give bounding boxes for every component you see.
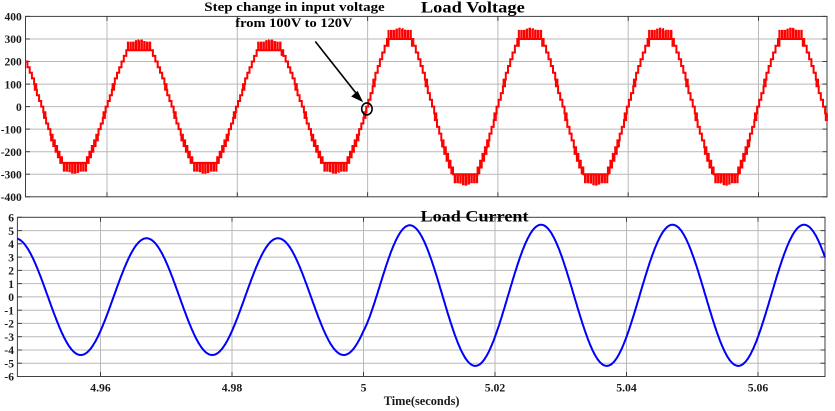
- svg-text:-2: -2: [4, 319, 14, 331]
- svg-text:5.04: 5.04: [616, 382, 637, 395]
- svg-text:4.98: 4.98: [222, 382, 243, 395]
- svg-text:-6: -6: [4, 372, 14, 384]
- svg-text:0: 0: [8, 292, 14, 304]
- svg-text:Load Current: Load Current: [421, 208, 530, 225]
- svg-text:1: 1: [8, 279, 14, 291]
- svg-text:-300: -300: [1, 169, 22, 181]
- svg-text:6: 6: [8, 213, 14, 225]
- svg-text:4.96: 4.96: [90, 382, 111, 395]
- svg-text:300: 300: [5, 34, 23, 46]
- svg-text:-3: -3: [4, 332, 14, 344]
- svg-text:Step change in input voltage: Step change in input voltage: [204, 0, 385, 14]
- svg-text:5: 5: [361, 382, 367, 395]
- svg-text:100: 100: [5, 79, 23, 91]
- svg-text:5.02: 5.02: [485, 382, 506, 395]
- svg-text:-5: -5: [4, 358, 14, 370]
- svg-text:Time(seconds): Time(seconds): [384, 393, 460, 408]
- svg-text:-1: -1: [4, 305, 14, 317]
- svg-text:-100: -100: [1, 124, 22, 136]
- svg-text:200: 200: [5, 57, 23, 69]
- svg-text:0: 0: [16, 102, 22, 114]
- svg-text:4: 4: [8, 239, 14, 251]
- svg-text:-4: -4: [4, 345, 14, 357]
- svg-text:from 100V to 120V: from 100V to 120V: [235, 16, 352, 30]
- svg-text:5: 5: [8, 226, 14, 238]
- svg-text:-400: -400: [1, 192, 22, 204]
- svg-text:5.06: 5.06: [748, 382, 769, 395]
- svg-text:400: 400: [5, 12, 23, 24]
- svg-text:3: 3: [8, 252, 14, 264]
- svg-text:2: 2: [8, 266, 14, 278]
- svg-text:Load Voltage: Load Voltage: [421, 0, 525, 16]
- svg-text:-200: -200: [1, 147, 22, 159]
